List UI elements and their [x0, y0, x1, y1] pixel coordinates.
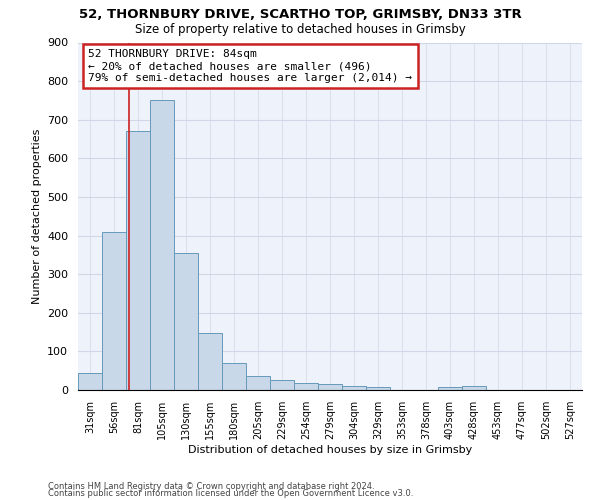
Bar	[102, 232, 126, 390]
Bar	[270, 380, 294, 390]
X-axis label: Distribution of detached houses by size in Grimsby: Distribution of detached houses by size …	[188, 445, 472, 455]
Bar	[222, 363, 246, 390]
Bar	[150, 100, 174, 390]
Bar	[462, 386, 486, 390]
Bar	[366, 387, 390, 390]
Bar	[174, 253, 198, 390]
Bar	[342, 386, 366, 390]
Text: Size of property relative to detached houses in Grimsby: Size of property relative to detached ho…	[134, 22, 466, 36]
Text: Contains HM Land Registry data © Crown copyright and database right 2024.: Contains HM Land Registry data © Crown c…	[48, 482, 374, 491]
Bar	[438, 387, 462, 390]
Text: Contains public sector information licensed under the Open Government Licence v3: Contains public sector information licen…	[48, 490, 413, 498]
Bar	[318, 384, 342, 390]
Bar	[246, 376, 270, 390]
Y-axis label: Number of detached properties: Number of detached properties	[32, 128, 41, 304]
Bar	[198, 333, 222, 390]
Text: 52, THORNBURY DRIVE, SCARTHO TOP, GRIMSBY, DN33 3TR: 52, THORNBURY DRIVE, SCARTHO TOP, GRIMSB…	[79, 8, 521, 20]
Text: 52 THORNBURY DRIVE: 84sqm
← 20% of detached houses are smaller (496)
79% of semi: 52 THORNBURY DRIVE: 84sqm ← 20% of detac…	[88, 50, 412, 82]
Bar	[126, 132, 150, 390]
Bar	[294, 383, 318, 390]
Bar	[78, 372, 102, 390]
